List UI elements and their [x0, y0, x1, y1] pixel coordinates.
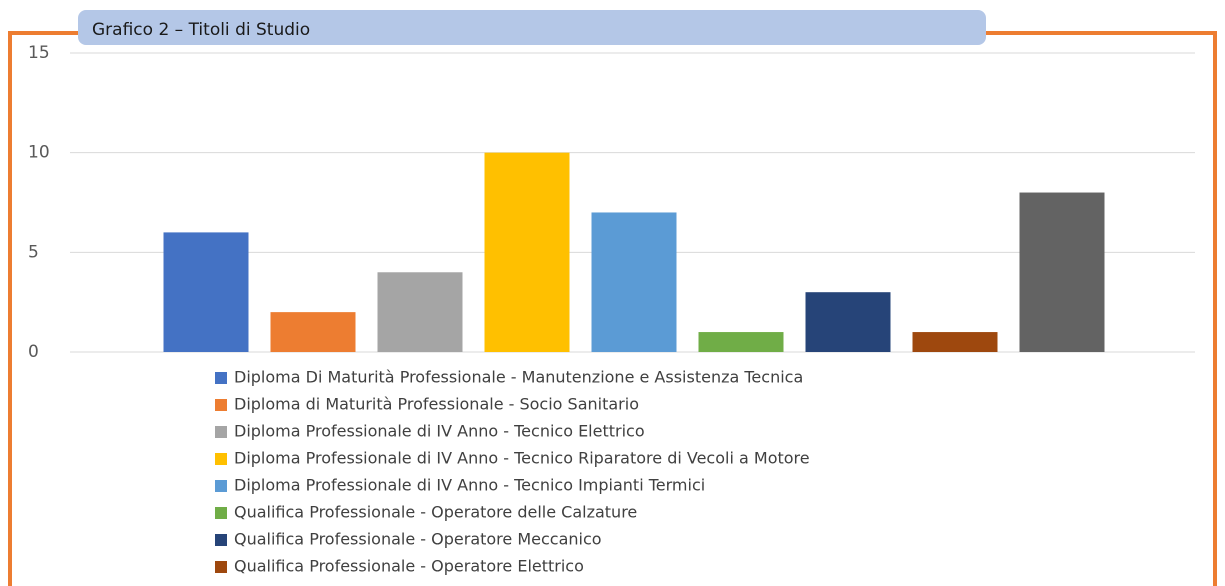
legend-swatch [215, 426, 227, 438]
legend-label: Diploma Di Maturità Professionale - Manu… [234, 368, 803, 387]
legend-label: Diploma Professionale di IV Anno - Tecni… [234, 476, 705, 495]
legend-label: Qualifica Professionale - Operatore Elet… [234, 557, 584, 576]
bar [698, 332, 784, 352]
legend-label: Qualifica Professionale - Operatore Mecc… [234, 530, 602, 549]
y-tick-label: 5 [28, 242, 39, 262]
bar [270, 312, 356, 352]
bar [163, 232, 249, 352]
legend-label: Diploma Professionale di IV Anno - Tecni… [234, 422, 645, 441]
legend-swatch [215, 561, 227, 573]
legend-swatch [215, 480, 227, 492]
y-tick-label: 10 [28, 143, 50, 163]
title-tab [78, 10, 986, 45]
bar [912, 332, 998, 352]
bar [1019, 192, 1105, 352]
chart-title: Grafico 2 – Titoli di Studio [92, 20, 310, 40]
legend-label: Qualifica Professionale - Operatore dell… [234, 503, 637, 522]
y-tick-label: 0 [28, 342, 39, 362]
bar [377, 272, 463, 352]
bar [591, 212, 677, 352]
legend-swatch [215, 453, 227, 465]
legend-swatch [215, 507, 227, 519]
legend-swatch [215, 534, 227, 546]
legend-swatch [215, 399, 227, 411]
y-tick-label: 15 [28, 43, 50, 63]
legend-swatch [215, 372, 227, 384]
bar [484, 152, 570, 352]
legend-label: Diploma di Maturità Professionale - Soci… [234, 395, 639, 414]
legend-label: Diploma Professionale di IV Anno - Tecni… [234, 449, 810, 468]
bar [805, 292, 891, 352]
